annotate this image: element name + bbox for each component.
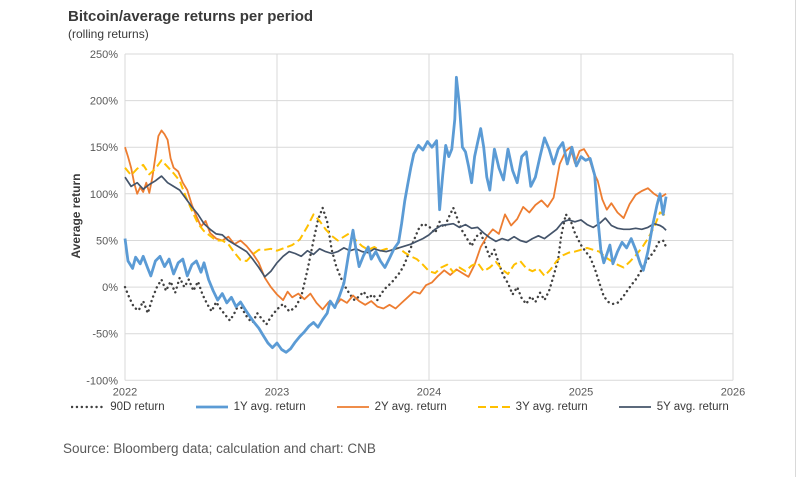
- legend-label: 1Y avg. return: [233, 401, 306, 413]
- x-tick-label: 2026: [721, 386, 745, 398]
- legend-label: 90D return: [110, 401, 165, 413]
- series-line-3y-avg-return: [124, 159, 667, 277]
- y-tick-label: -50%: [92, 329, 118, 341]
- legend-marker-solid-icon: [618, 406, 651, 408]
- legend-item-1y-avg-return: 1Y avg. return: [195, 401, 306, 413]
- y-tick-label: -100%: [86, 375, 118, 387]
- legend-item-3y-avg-return: 3Y avg. return: [477, 401, 588, 413]
- y-tick-label: 200%: [90, 96, 118, 108]
- y-tick-label: 50%: [96, 236, 118, 248]
- series-line-1y-avg-return: [123, 75, 668, 354]
- legend-marker-solid-icon: [336, 406, 369, 408]
- plot-area: 250% 200% 150% 100% 50% 0% -50% -100%2022 2023 20…: [86, 49, 745, 398]
- y-tick-label: 0%: [102, 282, 118, 294]
- chart-title: Bitcoin/average returns per period: [68, 8, 314, 25]
- legend-label: 5Y avg. return: [656, 401, 729, 413]
- y-tick-label: 100%: [90, 189, 118, 201]
- legend-item-5y-avg-return: 5Y avg. return: [618, 401, 729, 413]
- window-edge-line: [795, 0, 796, 477]
- series-line-5y-avg-return: [124, 175, 667, 278]
- chart-legend: 90D return 1Y avg. return 2Y avg. return 3Y…: [0, 401, 800, 413]
- legend-marker-dots-icon: [71, 405, 106, 409]
- chart-subtitle: (rolling returns): [68, 27, 149, 41]
- x-tick-label: 2024: [417, 386, 441, 398]
- source-note: Source: Bloomberg data; calculation and …: [63, 441, 376, 456]
- series-line-90d-return: [123, 206, 668, 326]
- legend-item-2y-avg-return: 2Y avg. return: [336, 401, 447, 413]
- y-tick-label: 250%: [90, 49, 118, 61]
- legend-marker-solid-icon: [195, 405, 228, 409]
- x-tick-label: 2025: [569, 386, 593, 398]
- legend-label: 2Y avg. return: [374, 401, 447, 413]
- y-tick-label: 150%: [90, 142, 118, 154]
- series-line-2y-avg-return: [124, 129, 667, 311]
- legend-item-90d-return: 90D return: [71, 401, 165, 413]
- x-tick-label: 2023: [265, 386, 289, 398]
- legend-label: 3Y avg. return: [515, 401, 588, 413]
- x-tick-label: 2022: [113, 386, 137, 398]
- legend-marker-dash-icon: [477, 406, 510, 408]
